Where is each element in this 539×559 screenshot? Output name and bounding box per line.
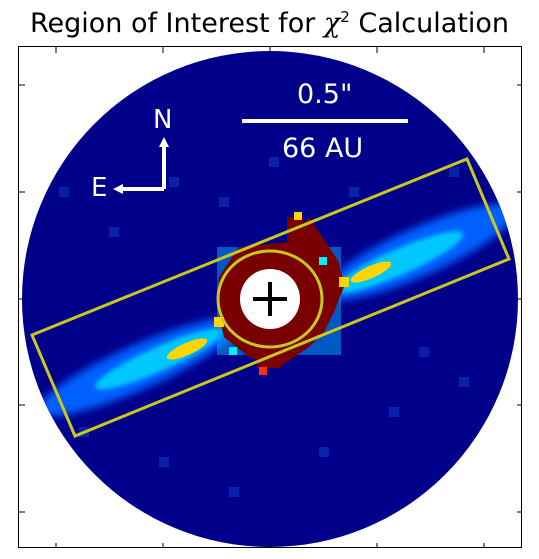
figure-title: Region of Interest for χ2 Calculation <box>29 8 510 39</box>
inner-exclusion-ellipse <box>216 249 324 349</box>
star-position-marker <box>253 282 287 316</box>
compass-arrows <box>113 137 169 194</box>
axis-ticks <box>19 47 521 547</box>
compass-east-label: E <box>91 173 108 203</box>
disk-right-arm <box>322 203 516 301</box>
region-of-interest-box <box>30 157 511 438</box>
scale-bar-angular-label: 0.5" <box>297 79 353 110</box>
disk-left-arm <box>38 317 240 417</box>
image-frame: N E 0.5" 66 AU <box>18 46 522 548</box>
scale-bar-physical-label: 66 AU <box>282 133 364 164</box>
compass-north-label: N <box>153 105 173 135</box>
disk-image <box>19 47 521 547</box>
